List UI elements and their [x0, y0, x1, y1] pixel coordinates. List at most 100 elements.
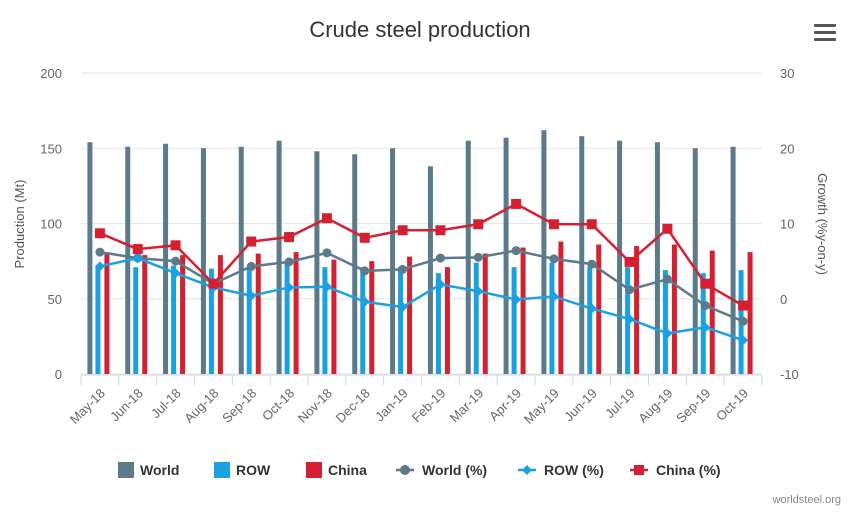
point-row-pct: [321, 281, 332, 292]
x-tick-label: Feb-19: [409, 386, 449, 426]
legend-item[interactable]: ROW (%): [518, 462, 604, 478]
legend-marker: [634, 465, 644, 475]
line-series: [94, 198, 749, 346]
point-china-pct: [359, 232, 370, 243]
point-row-pct: [700, 322, 711, 333]
legend-item[interactable]: China: [306, 462, 367, 478]
point-china-pct: [662, 223, 673, 234]
point-world-pct: [662, 274, 672, 284]
bar-china: [180, 255, 186, 374]
y-left-tick-label: 0: [55, 367, 62, 382]
legend-item[interactable]: World (%): [396, 462, 487, 478]
bar-china: [671, 244, 677, 374]
bar-world: [579, 136, 585, 374]
point-world-pct: [549, 254, 559, 264]
bar-world: [163, 143, 169, 374]
bar-china: [444, 267, 450, 374]
point-china-pct: [473, 219, 484, 230]
point-row-pct: [94, 261, 105, 272]
point-china-pct: [435, 225, 446, 236]
bar-world: [200, 148, 206, 374]
point-world-pct: [322, 248, 332, 258]
bar-row: [133, 267, 139, 374]
bar-china: [634, 246, 640, 374]
legend-item[interactable]: World: [118, 462, 179, 478]
point-world-pct: [171, 256, 181, 266]
bar-world: [541, 130, 547, 374]
legend-label: World (%): [422, 462, 487, 478]
legend-label: ROW: [236, 462, 271, 478]
point-row-pct: [624, 314, 635, 325]
bar-world: [87, 142, 93, 374]
bar-china: [104, 253, 110, 374]
y-right-tick-label: 10: [780, 217, 794, 232]
point-world-pct: [360, 266, 370, 276]
point-china-pct: [397, 225, 408, 236]
hamburger-menu-icon[interactable]: [814, 24, 836, 44]
y-left-tick-label: 50: [48, 292, 62, 307]
y-left-tick-label: 200: [40, 66, 62, 81]
point-china-pct: [132, 244, 143, 255]
point-world-pct: [95, 247, 105, 257]
x-tick-label: Oct-18: [259, 386, 297, 424]
point-china-pct: [94, 228, 105, 239]
point-row-pct: [473, 286, 484, 297]
x-tick-label: Sep-19: [673, 386, 713, 426]
credit-link[interactable]: worldsteel.org: [772, 494, 841, 506]
x-tick-label: Jul-19: [602, 386, 638, 422]
x-tick-label: Apr-19: [486, 386, 524, 424]
y-axis-left-label: Production (Mt): [12, 180, 27, 269]
point-row-pct: [284, 282, 295, 293]
bar-china: [482, 253, 488, 374]
point-row-pct: [548, 291, 559, 302]
bar-world: [276, 140, 282, 374]
legend-label: ROW (%): [544, 462, 604, 478]
line-china: [99, 202, 744, 307]
legend-item[interactable]: ROW: [214, 462, 271, 478]
bar-world: [692, 148, 698, 374]
point-china-pct: [548, 219, 559, 230]
bar-row: [208, 268, 214, 374]
y-left-tick-label: 150: [40, 141, 62, 156]
x-tick-label: Jul-18: [148, 386, 184, 422]
point-china-pct: [586, 219, 597, 230]
legend-item[interactable]: China (%): [630, 462, 721, 478]
bar-row: [284, 261, 290, 374]
x-tick-label: Mar-19: [447, 386, 487, 426]
legend: World ROW China World (%) ROW (%) China (%): [118, 462, 721, 478]
bar-row: [398, 267, 404, 374]
y-right-tick-label: 20: [780, 141, 794, 156]
y-right-tick-label: -10: [780, 367, 799, 382]
bar-row: [700, 273, 706, 374]
bar-world: [503, 137, 509, 374]
bar-world: [314, 151, 320, 374]
chart-title: Crude steel production: [309, 17, 530, 42]
bar-row: [171, 265, 177, 374]
bar-world: [238, 146, 244, 374]
point-world-pct: [511, 246, 521, 256]
y-axis-right-label: Growth (%y-on-y): [815, 173, 830, 275]
bar-world: [654, 142, 660, 374]
point-world-pct: [284, 257, 294, 267]
x-tick-label: Jun-19: [561, 386, 600, 425]
x-tick-label: Jan-19: [372, 386, 411, 425]
bar-world: [352, 154, 358, 374]
bar-row: [246, 267, 252, 374]
point-world-pct: [587, 259, 597, 269]
point-row-pct: [586, 303, 597, 314]
point-china-pct: [321, 213, 332, 224]
bar-row: [549, 262, 555, 374]
x-tick-label: Oct-19: [713, 386, 751, 424]
bar-china: [558, 241, 564, 374]
point-china-pct: [170, 240, 181, 251]
point-china-pct: [738, 300, 749, 311]
point-china-pct: [511, 198, 522, 209]
legend-swatch: [214, 462, 230, 478]
point-china-pct: [624, 256, 635, 267]
point-row-pct: [662, 328, 673, 339]
x-tick-label: Jun-18: [107, 386, 146, 425]
point-row-pct: [738, 335, 749, 346]
point-world-pct: [398, 264, 408, 274]
legend-marker: [400, 465, 410, 475]
